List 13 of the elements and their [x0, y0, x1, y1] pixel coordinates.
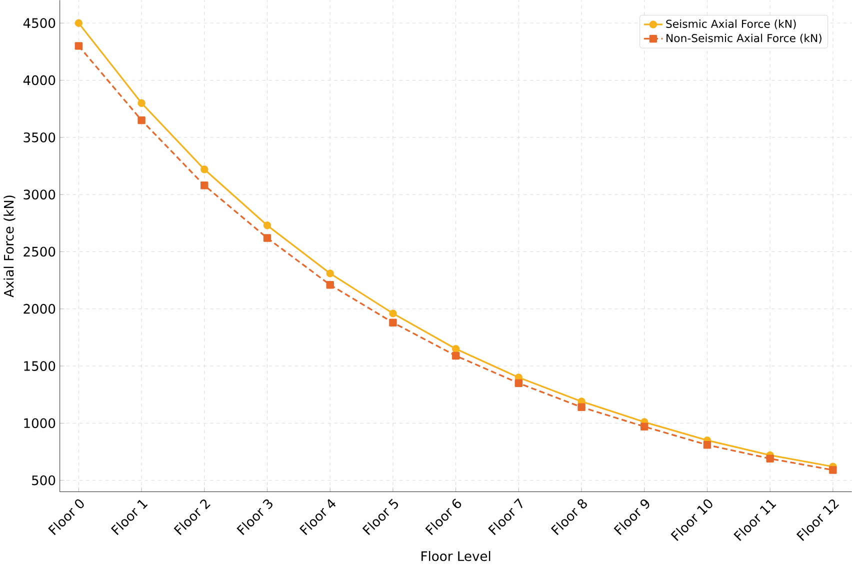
y-tick-label: 4500	[23, 18, 56, 28]
y-tick-label: 1000	[24, 418, 56, 428]
y-tick-label: 3000	[24, 190, 56, 200]
y-tick-label: 3500	[24, 132, 56, 142]
legend-label: Non-Seismic Axial Force (kN)	[666, 34, 822, 44]
legend-label: Seismic Axial Force (kN)	[666, 20, 796, 30]
x-axis-title: Floor Level	[422, 551, 490, 562]
y-tick-label: 1500	[24, 361, 56, 372]
y-tick-label: 2000	[24, 304, 56, 314]
y-tick-label: 500	[32, 476, 56, 486]
y-tick-label: 2500	[24, 246, 56, 257]
y-axis-title: Axial Force (kN)	[4, 196, 16, 298]
y-tick-label: 4000	[23, 75, 56, 86]
